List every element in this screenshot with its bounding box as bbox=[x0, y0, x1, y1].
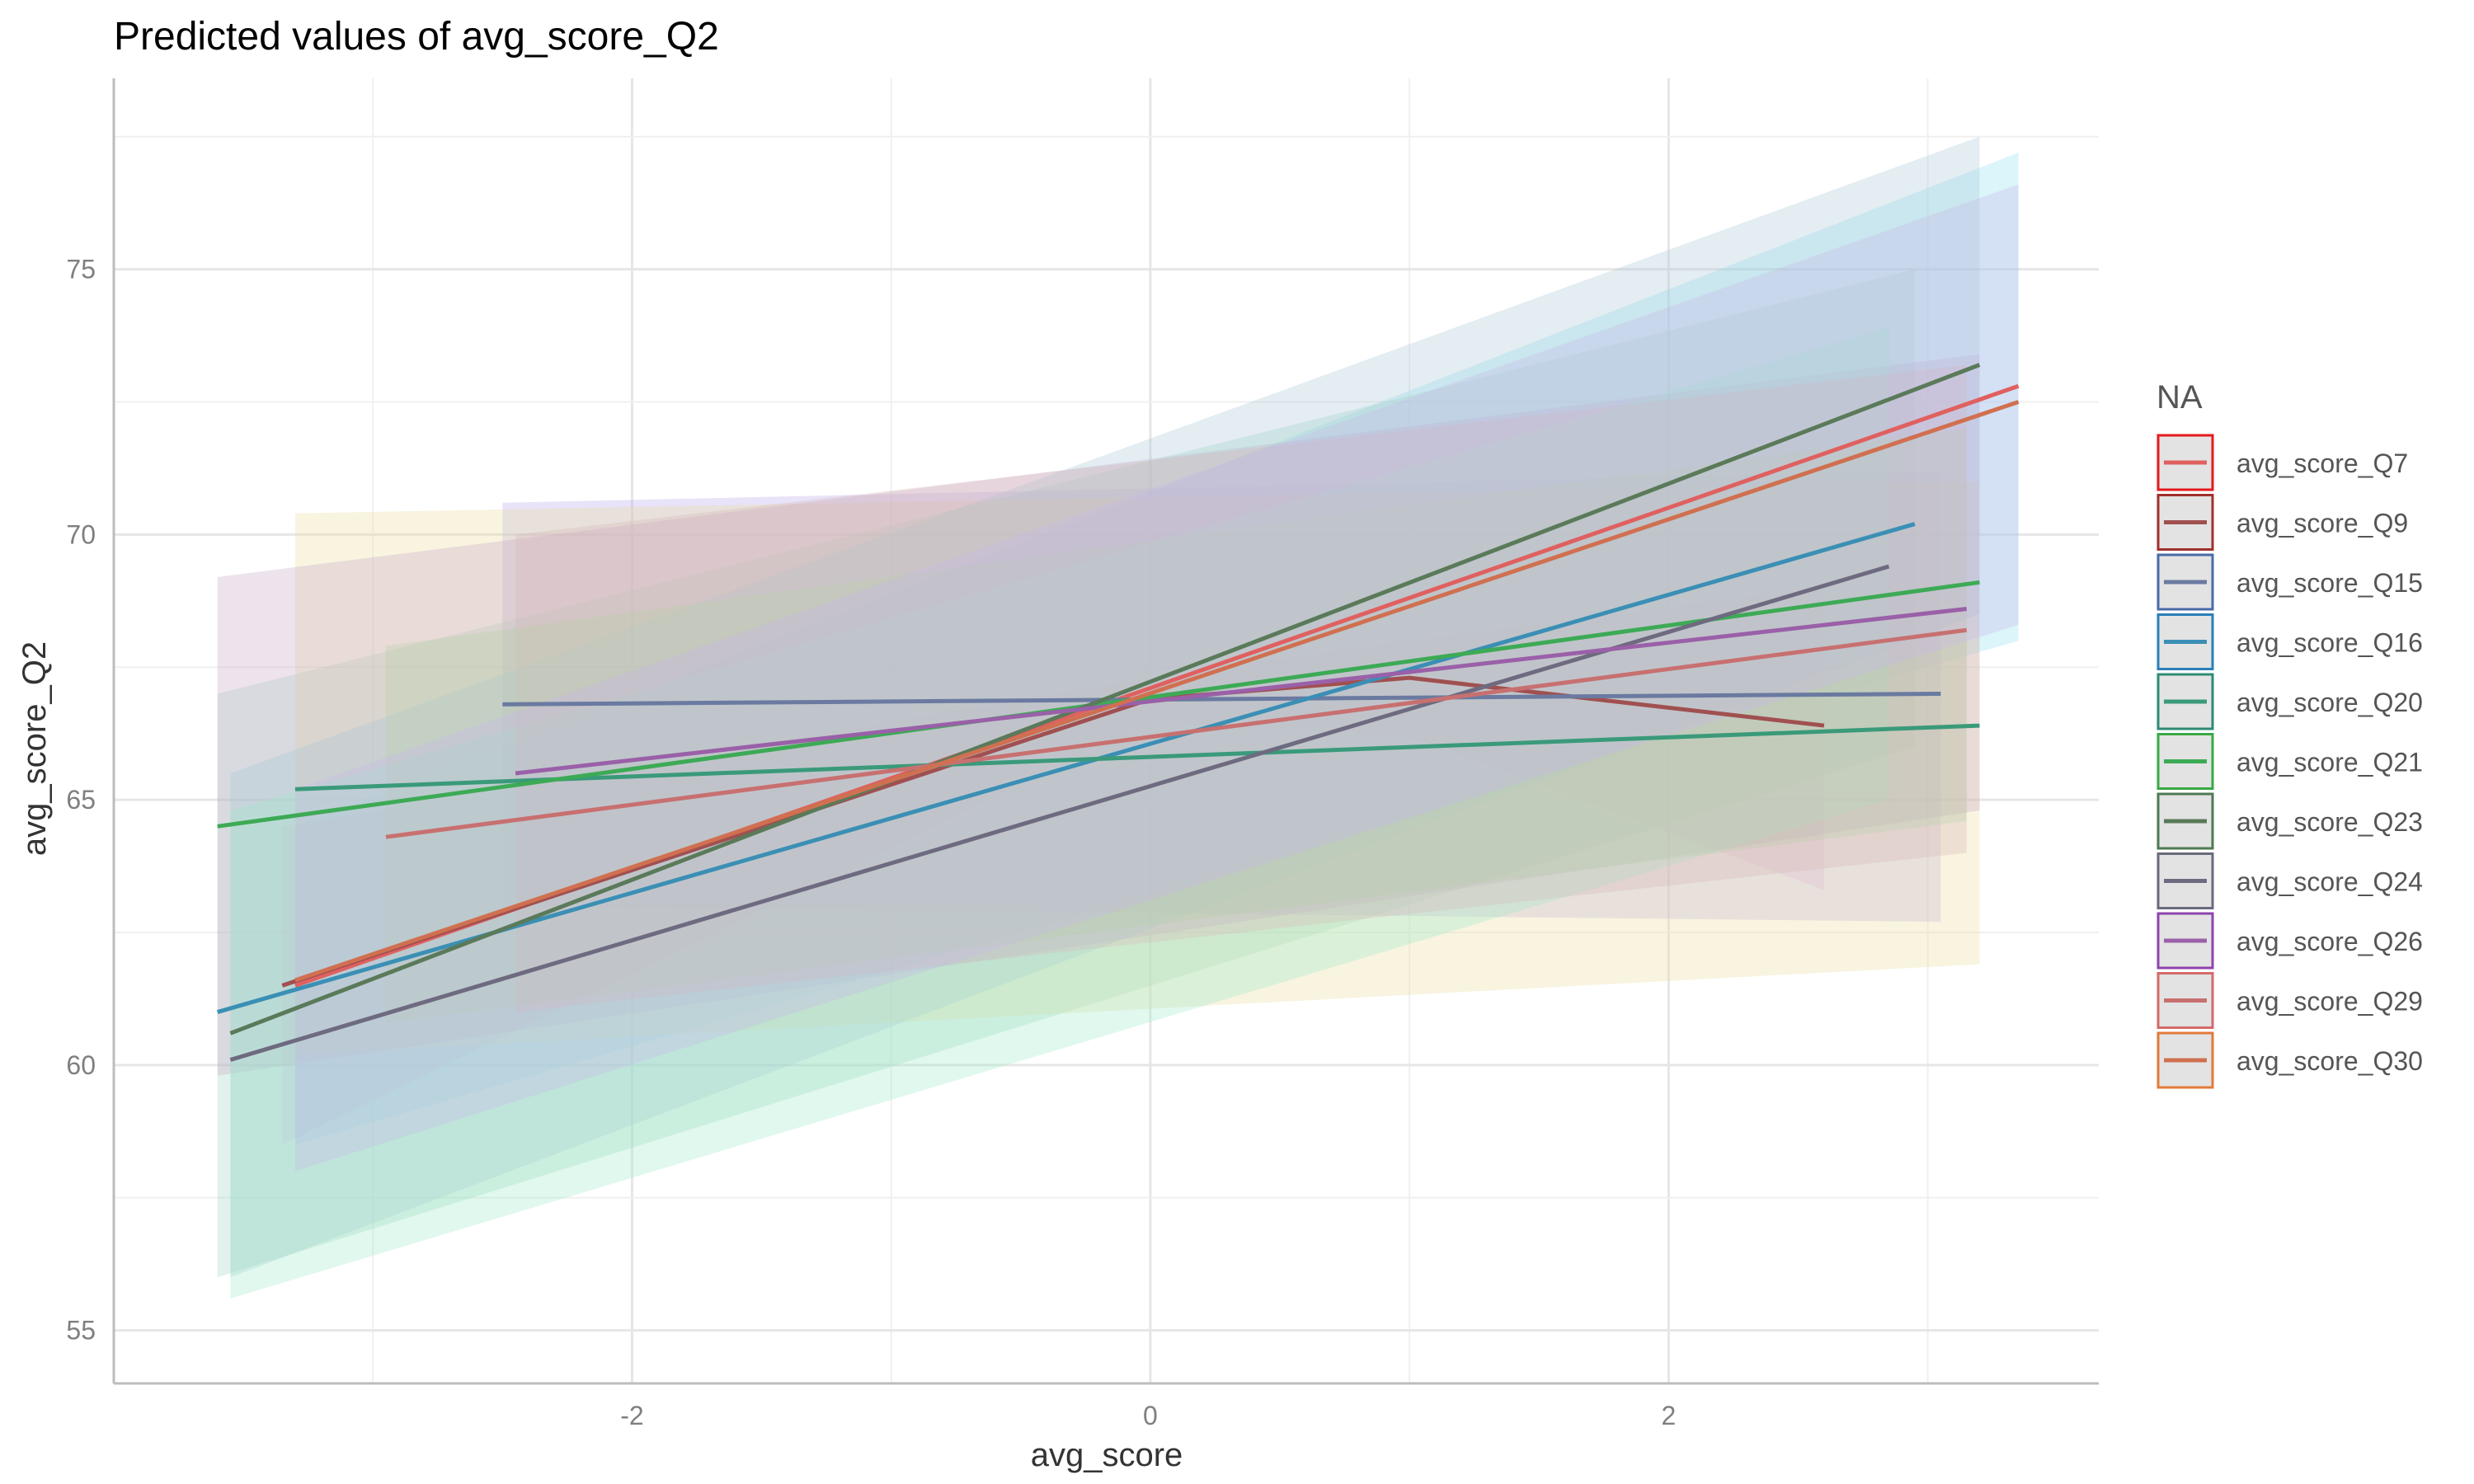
legend-label: avg_score_Q9 bbox=[2236, 509, 2408, 538]
axes bbox=[112, 78, 2099, 1385]
legend-item: avg_score_Q29 bbox=[2157, 972, 2423, 1029]
ci-band-avg_score_Q9 bbox=[282, 587, 1824, 1145]
legend-label: avg_score_Q24 bbox=[2236, 867, 2423, 897]
ci-band-avg_score_Q26 bbox=[515, 364, 1967, 1012]
series-line-avg_score_Q15 bbox=[502, 691, 1941, 707]
tick-labels: -2 0 2 55 60 65 70 75 bbox=[66, 255, 1676, 1430]
y-axis-title: avg_score_Q2 bbox=[16, 641, 53, 856]
ci-band-avg_score_Q15 bbox=[502, 471, 1941, 923]
series-lines bbox=[217, 363, 2020, 1062]
legend-label: avg_score_Q23 bbox=[2236, 807, 2423, 837]
legend-label: avg_score_Q16 bbox=[2236, 628, 2423, 658]
series-line-avg_score_Q29 bbox=[385, 627, 1968, 839]
legend-label: avg_score_Q20 bbox=[2236, 688, 2423, 717]
series-line-avg_score_Q21 bbox=[217, 580, 1980, 829]
legend-item: avg_score_Q15 bbox=[2157, 553, 2423, 611]
ci-band-avg_score_Q7 bbox=[294, 153, 2019, 1145]
legend-label: avg_score_Q29 bbox=[2236, 987, 2423, 1017]
legend-label: avg_score_Q26 bbox=[2236, 927, 2423, 956]
legend-label: avg_score_Q7 bbox=[2236, 448, 2408, 478]
legend-item: avg_score_Q30 bbox=[2157, 1031, 2423, 1089]
ci-band-avg_score_Q29 bbox=[385, 428, 1967, 1023]
x-axis-title: avg_score bbox=[1031, 1437, 1183, 1473]
series-line-avg_score_Q30 bbox=[294, 400, 2020, 983]
legend-item: avg_score_Q20 bbox=[2157, 673, 2423, 730]
legend-label: avg_score_Q30 bbox=[2236, 1046, 2423, 1076]
y-tick-label: 60 bbox=[66, 1050, 96, 1080]
legend-item: avg_score_Q16 bbox=[2157, 613, 2423, 670]
legend: NA avg_score_Q7 avg_score_Q9 avg_score_Q15… bbox=[2157, 379, 2423, 1089]
chart-title: Predicted values of avg_score_Q2 bbox=[114, 15, 719, 59]
x-tick-label: 0 bbox=[1143, 1401, 1158, 1430]
ci-band-avg_score_Q16 bbox=[217, 269, 1915, 1278]
y-tick-label: 70 bbox=[66, 519, 96, 549]
x-tick-label: -2 bbox=[620, 1401, 643, 1430]
legend-item: avg_score_Q23 bbox=[2157, 792, 2423, 850]
legend-label: avg_score_Q21 bbox=[2236, 748, 2423, 777]
legend-label: avg_score_Q15 bbox=[2236, 568, 2423, 598]
y-tick-label: 55 bbox=[66, 1316, 96, 1345]
legend-title: NA bbox=[2157, 379, 2203, 416]
legend-item: avg_score_Q7 bbox=[2157, 434, 2408, 491]
y-tick-label: 75 bbox=[66, 255, 96, 284]
legend-item: avg_score_Q26 bbox=[2157, 912, 2423, 970]
x-tick-label: 2 bbox=[1661, 1401, 1676, 1430]
legend-item: avg_score_Q21 bbox=[2157, 733, 2423, 790]
y-tick-label: 65 bbox=[66, 785, 96, 815]
series-line-avg_score_Q23 bbox=[229, 363, 1981, 1036]
legend-item: avg_score_Q9 bbox=[2157, 494, 2408, 551]
series-line-avg_score_Q26 bbox=[515, 607, 1968, 776]
legend-item: avg_score_Q24 bbox=[2157, 852, 2423, 909]
